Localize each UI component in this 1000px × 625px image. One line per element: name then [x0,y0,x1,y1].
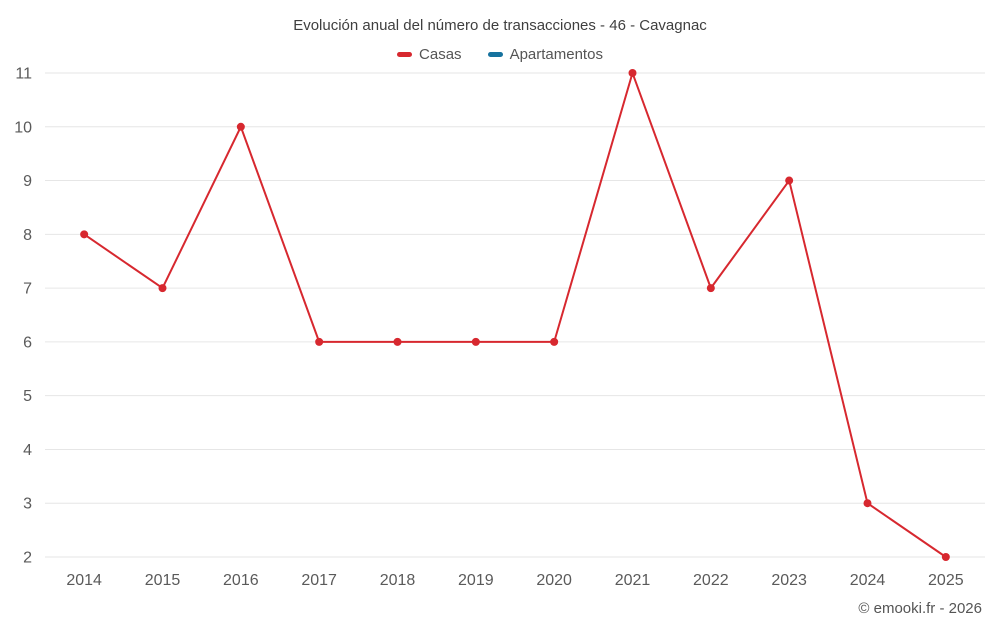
y-tick-label: 3 [23,496,32,513]
data-point-marker [315,337,324,346]
x-tick-label: 2019 [458,572,494,589]
y-tick-label: 2 [23,550,32,567]
x-tick-label: 2016 [223,572,259,589]
x-tick-label: 2017 [301,572,337,589]
x-tick-label: 2023 [771,572,807,589]
legend-swatch-casas-icon [397,52,413,57]
series-casas [80,69,950,561]
legend-label-apartamentos: Apartamentos [509,46,603,63]
data-point-marker [158,284,167,293]
data-point-marker [706,284,715,293]
chart-title: Evolución anual del número de transaccio… [293,17,707,34]
y-tick-label: 5 [23,388,32,405]
legend-swatch-apartamentos-icon [487,52,503,57]
data-point-marker [785,176,794,185]
x-tick-label: 2020 [536,572,572,589]
series-line [83,72,947,558]
copyright: © emooki.fr - 2026 [858,600,982,617]
legend: Casas Apartamentos [0,46,1000,63]
legend-item-casas[interactable]: Casas [397,46,462,63]
y-tick-label: 8 [23,227,32,244]
y-tick-label: 11 [15,66,32,83]
y-tick-label: 9 [23,173,32,190]
x-tick-label: 2025 [928,572,964,589]
x-tick-label: 2015 [145,572,181,589]
data-point-marker [236,122,245,131]
y-axis-labels: 2 3 4 5 6 7 8 9 10 11 [14,66,32,567]
data-point-marker [941,553,950,561]
x-tick-label: 2024 [850,572,886,589]
legend-item-apartamentos[interactable]: Apartamentos [487,46,603,63]
data-point-marker [393,337,402,346]
y-tick-label: 4 [23,442,32,459]
data-point-marker [628,69,637,77]
x-axis-labels: 2014 2015 2016 2017 2018 2019 2020 2021 2022 2023… [66,572,963,589]
data-point-marker [80,230,89,239]
x-tick-label: 2021 [615,572,651,589]
data-point-marker [863,499,872,508]
x-tick-label: 2022 [693,572,729,589]
y-tick-label: 10 [14,119,32,136]
x-tick-label: 2018 [380,572,416,589]
data-point-marker [550,337,559,346]
data-point-marker [471,337,480,346]
y-tick-label: 7 [23,281,32,298]
legend-label-casas: Casas [419,46,462,63]
y-tick-label: 6 [23,334,32,351]
x-tick-label: 2014 [66,572,102,589]
gridlines [45,72,985,558]
